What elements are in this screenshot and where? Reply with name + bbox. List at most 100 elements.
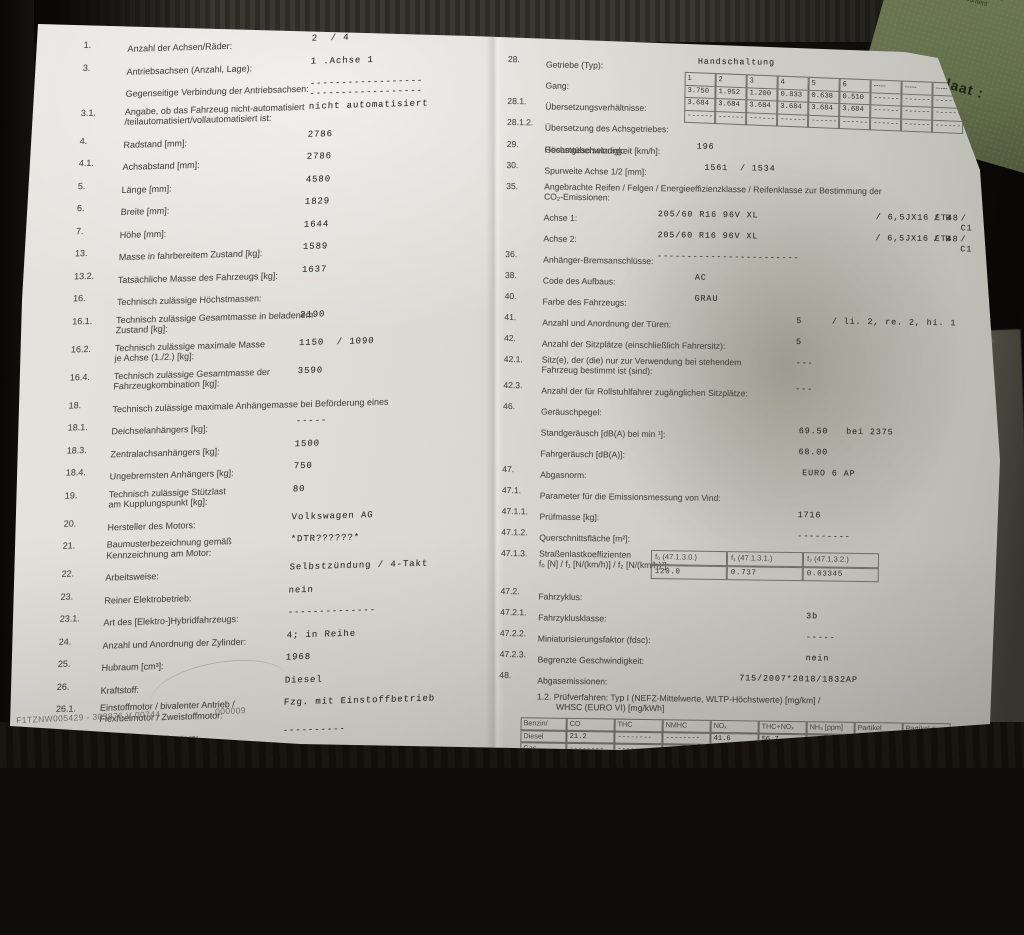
emissions-row: andere----------------------------------… [519, 830, 969, 849]
emissions-cell: -------- [853, 834, 901, 847]
spec-row: 35. Angebrachte Reifen / Felgen / Energi… [506, 181, 978, 211]
item-value: 715/2007*2018/1832AP [739, 673, 858, 685]
item-value: nein [288, 584, 315, 596]
spec-row: 26.1. Einstoffmotor / bivalenter Antrieb… [55, 693, 460, 728]
item-label: Farbe des Fahrzeugs: [542, 296, 627, 308]
gear-cell: ------ [901, 94, 933, 108]
item-number: 18. [68, 399, 82, 411]
spec-row: 22. Arbeitsweise: Selbstzündung / 4-Takt [61, 558, 466, 587]
spec-row: 13. Masse in fahrbereitem Zustand [kg]: … [75, 237, 480, 266]
emissions-cell: NH₃ [ppm] [805, 796, 853, 809]
form-footer-code: F1TZNW005429 - 303876 V 00744 [15, 708, 161, 726]
item-value: 1644 [303, 218, 330, 230]
item-number: 7. [75, 225, 84, 236]
item-value: 68.00 [798, 447, 829, 458]
spec-row: 6. Breite [mm]: 1829 [76, 192, 481, 221]
emissions-cell: -------- [757, 808, 805, 821]
spec-row: 47.1.2. Querschnittsfläche [m²]: -------… [501, 527, 973, 552]
spec-row: 23.1. Art des [Elektro-]Hybridfahrzeugs:… [59, 603, 464, 632]
spec-row: Standgeräusch [dB(A) bei min ¹]: 69.50 b… [503, 422, 975, 447]
item-number: 6. [76, 203, 85, 214]
item-number: 13.2. [73, 270, 95, 281]
item-label: Übersetzung des Achsgetriebes: [544, 122, 669, 135]
rde-particle-value: 6.00 E11 [833, 914, 881, 926]
item-number: 13. [74, 247, 88, 259]
item-number: 24. [58, 636, 72, 647]
item-number: 16.1. [72, 315, 93, 326]
item-label: Masse in fahrbereitem Zustand [kg]: [118, 248, 263, 263]
item-label: Straßenlastkoeffizienten f₀ [N] / f₁ [N/… [538, 548, 670, 571]
item-label: Breite [mm]: [120, 205, 170, 218]
spec-row: 18. Technisch zulässige maximale Anhänge… [68, 389, 473, 418]
hand-shadow [600, 150, 970, 580]
spec-row: 16.4. Technisch zulässige Gesamtmasse de… [69, 361, 474, 396]
emissions-cell: -------- [709, 832, 757, 845]
rde-nox-value: 80.0 [741, 891, 765, 903]
item-number: 27.1. [52, 776, 74, 788]
spec-row: Gegenseitige Verbindung der Antriebsachs… [81, 74, 486, 103]
item-number: 25. [57, 658, 71, 669]
item-value: ----- [295, 415, 328, 427]
item-value: ------------------ ------------------ [309, 75, 424, 99]
spec-row-4713: 47.1.3. Straßenlastkoeffizienten f₀ [N] … [501, 548, 973, 578]
item-value: AC [694, 272, 707, 283]
spec-row: 47.2.1. Fahrzyklusklasse: 3b [500, 607, 972, 632]
emissions-cell: ----E-- [901, 823, 949, 836]
item-label: Prüfmasse [kg]: [539, 511, 600, 523]
item-number: 27.3. [51, 804, 72, 816]
spec-row: 42.1. Sitz(e), der (die) nur zur Verwend… [503, 354, 975, 384]
emissions-cell: THC [614, 718, 663, 732]
spec-row: 29. Höchstgeschwindigkeit [km/h]: 196 [507, 139, 979, 164]
spec-row: 41. Anzahl und Anordnung der Türen: 5 / … [504, 312, 976, 337]
road-load-table: f₀ (47.1.3.0.) f₁ (47.1.3.1.) f₂ (47.1.3… [650, 550, 880, 583]
item-number: 26. [56, 681, 70, 692]
item-number: 18.1. [67, 422, 88, 433]
item-label: Höchste Nutzleistung [kW bei min ¹] (Ver… [96, 771, 240, 797]
gear-cell: ------ [900, 119, 933, 133]
item-number: 47.1.1. [501, 505, 528, 517]
item-label: Abgasemissionen: [537, 675, 608, 687]
spec-row: 16. Technisch zulässige Höchstmassen: [73, 282, 478, 311]
spec-row: 21. Baumusterbezeichnung gemäß Kennzeich… [62, 530, 467, 565]
item-label: Fahrzyklus: [538, 591, 583, 603]
item-label: Höchste Nutzleistung [kW] (Elektromotor)… [95, 804, 264, 819]
right-page: 28. Getriebe (Typ): Handschaltung Gang: … [496, 54, 980, 927]
gear-cell: ------ [777, 114, 809, 128]
emissions-cell: Partikel [853, 797, 901, 810]
item-number: 18.4. [65, 467, 87, 478]
item-value: 4; in Reihe [286, 628, 357, 641]
spec-row: 19. Technisch zulässige Stützlast am Kup… [64, 479, 469, 514]
item-label: Anzahl und Anordnung der Zylinder: [102, 636, 247, 651]
gear-cell: 5 [808, 76, 840, 92]
item-value: Selbstzündung / 4-Takt [289, 558, 429, 573]
item-label: Vollständige RDE-Fahrt: [534, 893, 627, 906]
emissions-cell: NMHC [662, 719, 711, 733]
item-number: 48.2. [496, 866, 516, 878]
emissions-cell: THC+NOₓ [758, 720, 807, 734]
spec-row: 16.2. Technisch zulässige maximale Masse… [70, 333, 475, 368]
road-load-block: 47.1.3. Straßenlastkoeffizienten f₀ [N] … [501, 548, 973, 589]
gear-cell: ------ [870, 92, 902, 107]
item-value: GRAU [694, 293, 719, 304]
item-label: Deichselanhängers [kg]: [111, 423, 209, 437]
gear-cell: 1.200 [746, 87, 778, 102]
item-number: 26.1. [55, 703, 77, 715]
item-number: 42.3. [503, 379, 523, 391]
spec-row: 20. Hersteller des Motors: Volkswagen AG [63, 507, 468, 536]
item-label: Angabe, ob das Fahrzeug nicht-automatisi… [124, 101, 305, 127]
spec-row: 42.3. Anzahl der für Rollstuhlfahrer zug… [503, 380, 975, 405]
item-number: 47. [502, 463, 515, 475]
item-value: EURO 6 AP [802, 468, 856, 479]
item-value: Fzg. mit Einstoffbetrieb [283, 693, 436, 708]
item-value: *DTR??????* [290, 532, 361, 545]
gear-ratio-table: 1 2 3 4 5 6 ----- ----- ----- 3.750 1.952 1.200 0.8… [684, 71, 964, 135]
emissions-cell: 21.2 [566, 730, 615, 744]
item-value: 2 / 4 [311, 32, 350, 44]
spec-row: Achse 2: 205/60 R16 96V XL / 6,5JX16 ET4… [505, 228, 977, 254]
item-number: 4. [79, 135, 88, 146]
item-number: 48. [499, 669, 512, 681]
item-value: 2190 [299, 308, 326, 320]
item-number: 41. [504, 311, 517, 323]
item-label: Innerstädtische RDE-Fahrt: [533, 915, 639, 927]
heading-whtc: 2.2. Prüfverfahren: WHTC (EURO VI) [mg/k… [498, 771, 970, 796]
